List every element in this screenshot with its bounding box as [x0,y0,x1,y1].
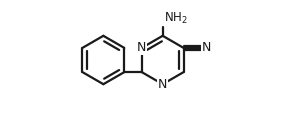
Text: NH$_2$: NH$_2$ [164,11,188,26]
Text: N: N [137,41,146,54]
Text: N: N [202,41,211,54]
Text: N: N [158,78,167,91]
